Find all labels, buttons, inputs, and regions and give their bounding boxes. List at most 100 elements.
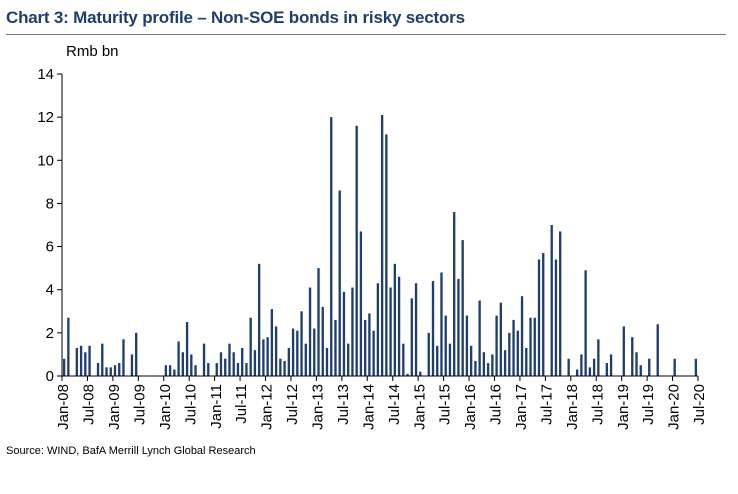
bar	[368, 313, 371, 376]
bar	[177, 341, 180, 376]
bar	[224, 358, 227, 376]
bar	[592, 358, 596, 376]
x-tick-label: Jul-16	[488, 384, 505, 425]
bar	[397, 276, 401, 376]
bar	[313, 328, 316, 376]
x-tick-label: Jul-17	[538, 384, 555, 425]
bar	[486, 363, 490, 376]
bar	[330, 117, 333, 376]
x-tick-label: Jul-10	[182, 384, 199, 425]
bar-series	[62, 114, 698, 377]
bar	[533, 317, 536, 376]
bar	[419, 371, 422, 376]
bar	[639, 365, 642, 376]
x-tick-label: Jan-12	[259, 384, 276, 430]
bar	[194, 365, 197, 376]
y-tick-label: 2	[46, 325, 54, 342]
bar	[304, 343, 307, 376]
bar	[164, 365, 168, 376]
bar	[597, 339, 600, 376]
bar	[529, 317, 532, 376]
bar	[550, 225, 553, 376]
bar	[673, 358, 676, 376]
x-tick-label: Jul-19	[640, 384, 657, 425]
bar	[656, 324, 659, 376]
bar	[79, 345, 83, 376]
bar	[334, 319, 337, 376]
bar	[457, 278, 460, 376]
bar	[296, 330, 299, 376]
bar	[465, 315, 469, 376]
bar	[219, 352, 223, 376]
bar	[461, 240, 464, 376]
bar	[185, 322, 189, 376]
bar	[436, 345, 439, 376]
y-tick-label: 14	[37, 66, 54, 83]
bar	[84, 352, 87, 376]
x-tick-label: Jan-18	[564, 384, 581, 430]
y-tick-label: 6	[46, 239, 54, 256]
bar	[279, 358, 282, 376]
bar	[274, 326, 278, 376]
x-tick-label: Jul-18	[589, 384, 606, 425]
bar	[499, 302, 502, 376]
bar	[520, 296, 524, 376]
bar	[380, 114, 384, 377]
bar	[317, 268, 320, 376]
title-divider	[6, 34, 726, 35]
bar	[453, 212, 456, 376]
bar	[321, 306, 324, 376]
bar	[262, 339, 265, 376]
y-tick-label: 12	[37, 109, 54, 126]
bar	[228, 343, 231, 376]
bar	[118, 363, 121, 376]
bar	[694, 358, 698, 376]
x-tick-label: Jan-14	[360, 384, 377, 430]
bar	[363, 319, 367, 376]
x-tick-label: Jul-09	[131, 384, 148, 425]
bar	[283, 360, 286, 376]
bar	[101, 343, 104, 376]
x-tick-label: Jul-12	[284, 384, 301, 425]
bar	[376, 283, 380, 376]
bar	[491, 354, 494, 376]
bar	[130, 354, 134, 376]
bar	[431, 281, 435, 376]
bar	[559, 231, 562, 376]
bar	[181, 352, 184, 376]
bar	[109, 367, 112, 376]
x-tick-label: Jan-19	[615, 384, 632, 430]
bar	[440, 272, 443, 376]
bar	[308, 287, 312, 376]
bar	[389, 287, 392, 376]
bar	[88, 345, 91, 376]
bar	[402, 343, 405, 376]
bar	[567, 358, 570, 376]
bar	[414, 283, 418, 376]
x-tick-label: Jul-15	[437, 384, 454, 425]
bar	[444, 315, 447, 376]
bar	[96, 363, 100, 376]
bar	[478, 300, 481, 376]
source-note: Source: WIND, BafA Merrill Lynch Global …	[6, 445, 256, 457]
bar	[215, 363, 218, 376]
x-tick-label: Jul-14	[386, 384, 403, 425]
bar	[202, 343, 206, 376]
y-tick-label: 8	[46, 195, 54, 212]
y-tick-label: 10	[37, 152, 54, 169]
bar	[508, 332, 511, 376]
bar	[542, 253, 545, 376]
bar	[300, 311, 303, 376]
bar	[584, 270, 587, 376]
bar	[385, 134, 388, 376]
bar	[67, 317, 70, 376]
bar	[257, 263, 261, 376]
x-tick-label: Jan-11	[208, 384, 225, 429]
bar	[135, 332, 138, 376]
chart-title: Chart 3: Maturity profile – Non-SOE bond…	[6, 8, 465, 27]
bar	[512, 319, 515, 376]
bar	[410, 298, 413, 376]
bar	[236, 363, 240, 376]
bar	[372, 330, 375, 376]
